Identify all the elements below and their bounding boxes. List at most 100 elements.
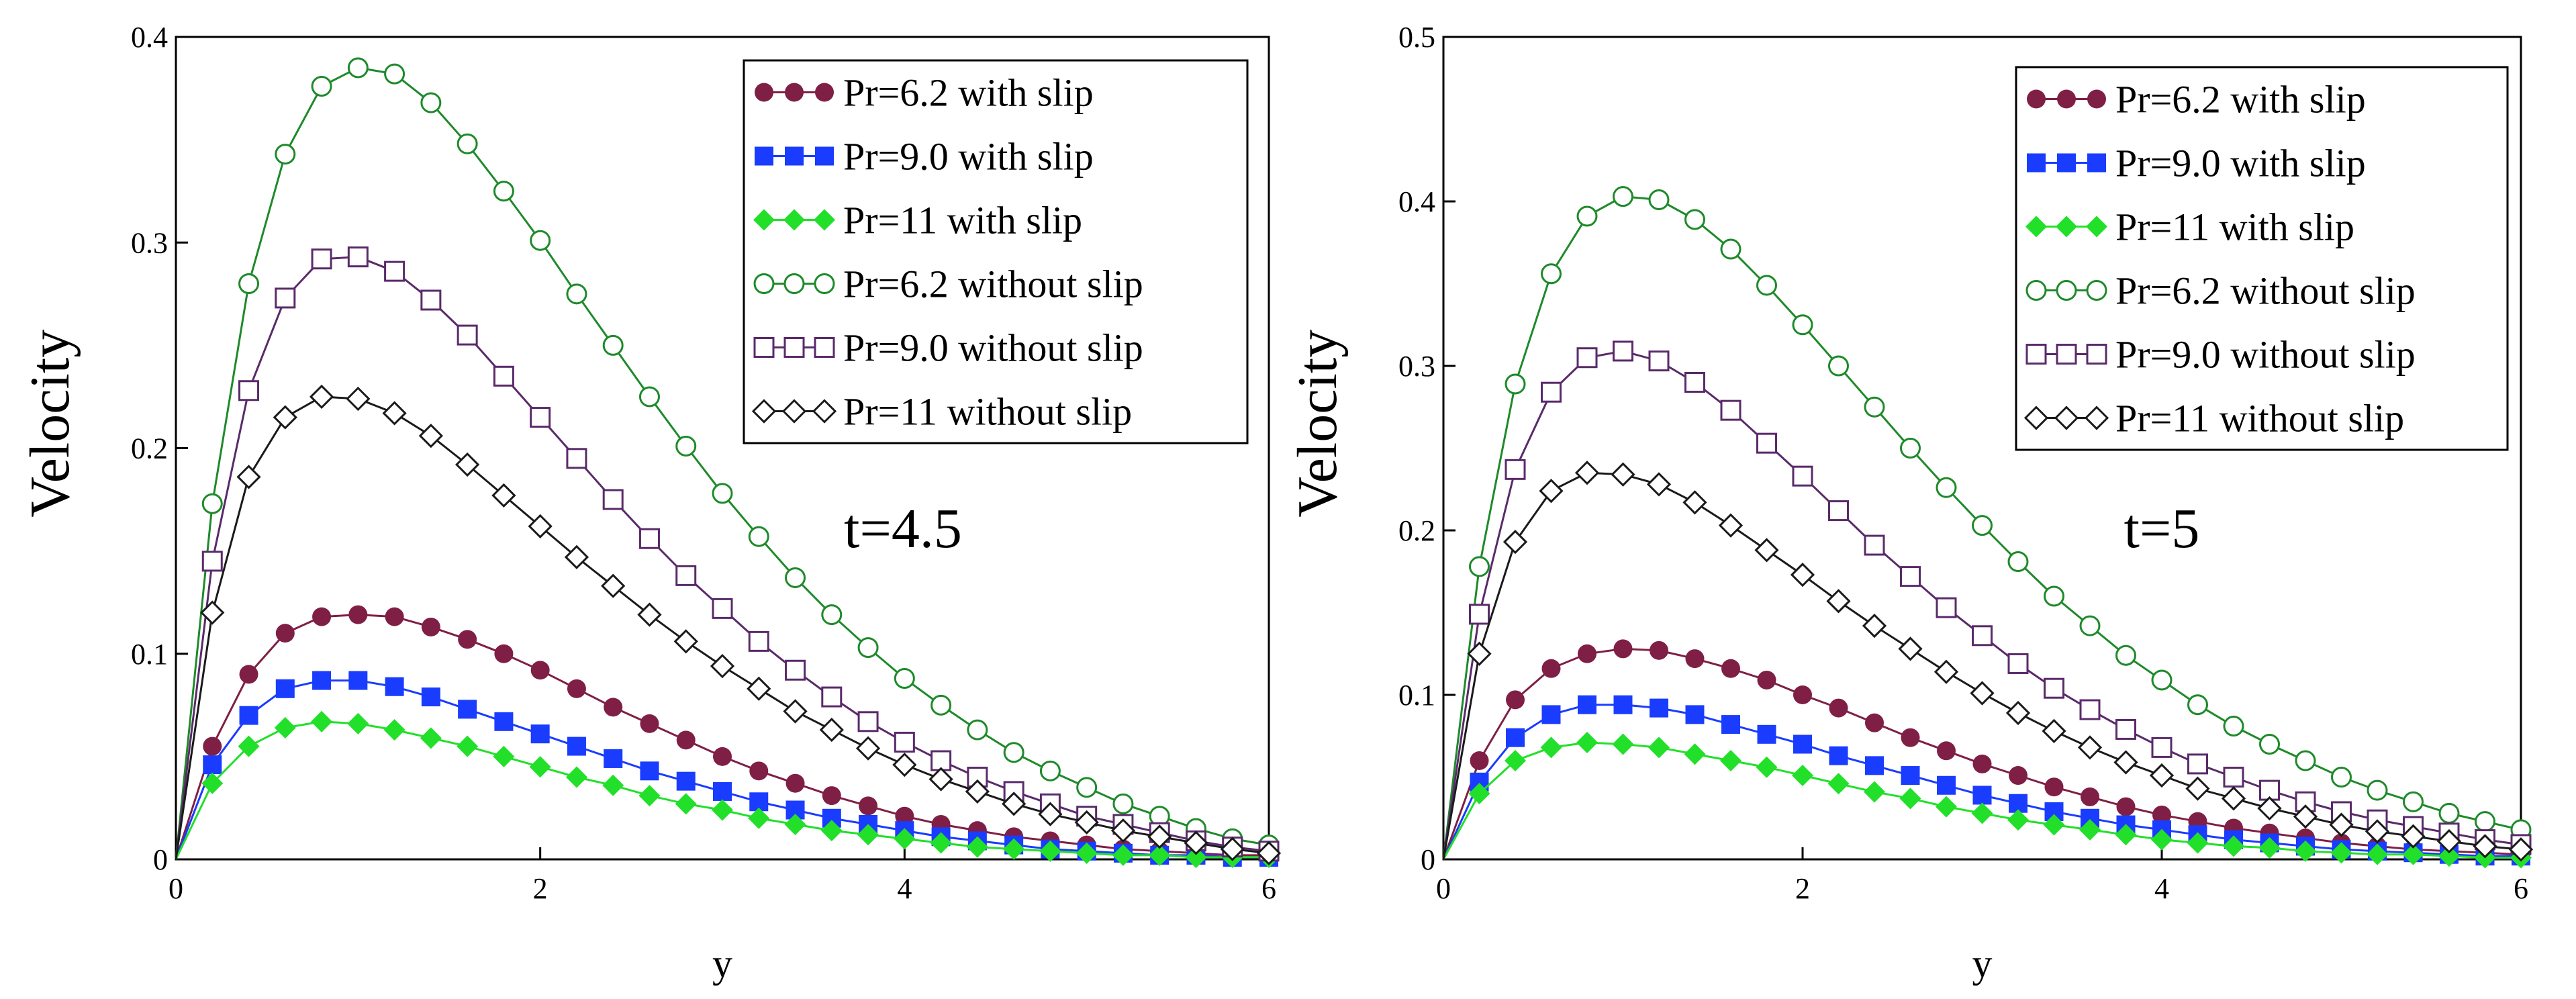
data-point: [1684, 209, 1705, 230]
legend-marker: [751, 399, 777, 424]
data-point: [2187, 694, 2208, 716]
data-point: [713, 747, 732, 766]
data-point: [2508, 837, 2534, 862]
legend-label: Pr=9.0 with slip: [843, 135, 1094, 179]
data-point: [894, 731, 915, 753]
data-point: [1002, 792, 1027, 816]
x-tick-label: 4: [2154, 872, 2169, 905]
data-point: [201, 772, 224, 794]
data-point: [458, 700, 477, 719]
data-point: [894, 828, 916, 850]
data-point: [1112, 844, 1134, 866]
data-point: [1468, 783, 1490, 804]
chart-panel-right: 0 2 4 6 0 0.1 0.2 0.3 0.4 0.5 y Velocity t=5 Pr=6.2 w…: [1286, 21, 2534, 986]
legend-marker: [783, 273, 805, 294]
data-point: [1076, 842, 1098, 864]
legend-label: Pr=6.2 with slip: [2115, 78, 2366, 122]
legend: Pr=6.2 with slip Pr=9.0 with slip Pr=11 wi…: [743, 59, 1249, 444]
legend-box: [743, 59, 1249, 444]
data-point: [1147, 824, 1172, 849]
data-point: [385, 607, 404, 626]
data-point: [1934, 659, 1959, 684]
legend-marker: [753, 209, 775, 231]
series-6: [175, 384, 1282, 865]
data-point: [1576, 205, 1598, 227]
data-point: [1936, 796, 1957, 818]
data-point: [2007, 809, 2029, 831]
data-point: [1038, 802, 1063, 826]
data-point: [2042, 718, 2066, 744]
legend-item: Pr=11 without slip: [2023, 397, 2404, 440]
data-point: [2151, 828, 2173, 851]
data-point: [1039, 760, 1061, 781]
data-point: [930, 832, 952, 854]
data-point: [821, 604, 843, 626]
data-point: [638, 386, 660, 408]
data-point: [2079, 615, 2101, 636]
data-point: [928, 767, 953, 792]
data-point: [640, 761, 659, 781]
data-point: [1469, 604, 1490, 625]
data-point: [2223, 767, 2244, 788]
data-point: [384, 63, 406, 85]
data-point: [1792, 765, 1813, 787]
data-point: [1684, 372, 1705, 393]
data-point: [604, 698, 623, 717]
chart-panel-left: 0 2 4 6 0 0.1 0.2 0.3 0.4 y Velocity t=4.5 Pr=6.2 wi…: [19, 21, 1282, 986]
data-point: [2329, 812, 2354, 837]
legend-marker: [2023, 406, 2049, 430]
data-point: [2149, 763, 2175, 788]
data-point: [236, 465, 261, 489]
legend-marker: [783, 209, 805, 231]
data-point: [676, 730, 696, 750]
data-point: [312, 671, 332, 690]
data-point: [238, 735, 260, 757]
data-point: [2330, 842, 2352, 864]
data-point: [1937, 775, 1956, 795]
data-point: [2473, 834, 2497, 859]
legend-marker: [755, 83, 773, 102]
x-tick-label: 2: [533, 872, 548, 905]
time-annotation: t=4.5: [844, 497, 962, 560]
plot-frame: [1442, 36, 2522, 861]
data-point: [638, 528, 660, 549]
data-point: [2007, 551, 2029, 573]
time-annotation: t=5: [2124, 497, 2200, 560]
data-point: [1541, 705, 1561, 724]
legend-label: Pr=11 without slip: [2115, 397, 2404, 440]
data-point: [1541, 659, 1561, 678]
data-point: [1184, 830, 1208, 855]
x-tick-label: 2: [1795, 872, 1810, 905]
data-point: [713, 781, 732, 801]
legend-marker: [2086, 344, 2107, 365]
data-point: [385, 677, 404, 696]
legend-marker: [781, 399, 807, 424]
data-point: [273, 405, 297, 430]
data-point: [565, 766, 587, 788]
data-point: [2081, 787, 2099, 806]
data-point: [859, 796, 878, 816]
data-point: [2401, 824, 2426, 849]
data-point: [457, 324, 478, 346]
data-point: [748, 526, 769, 547]
data-point: [1721, 659, 1740, 678]
legend-marker: [2086, 280, 2107, 301]
data-point: [274, 717, 296, 739]
data-point: [347, 712, 369, 734]
data-point: [2187, 753, 2208, 775]
data-point: [2187, 832, 2209, 854]
data-point: [2115, 645, 2136, 666]
data-point: [2115, 824, 2137, 846]
data-point: [1613, 186, 1633, 207]
data-point: [491, 483, 516, 508]
data-point: [275, 624, 295, 643]
data-point: [1792, 465, 1813, 487]
x-tick-label: 0: [169, 872, 183, 905]
data-point: [1864, 396, 1885, 418]
series-6: [1442, 461, 2534, 862]
data-point: [2007, 653, 2029, 674]
data-point: [311, 248, 332, 270]
data-point: [421, 687, 440, 707]
x-tick-label: 6: [2514, 872, 2528, 905]
